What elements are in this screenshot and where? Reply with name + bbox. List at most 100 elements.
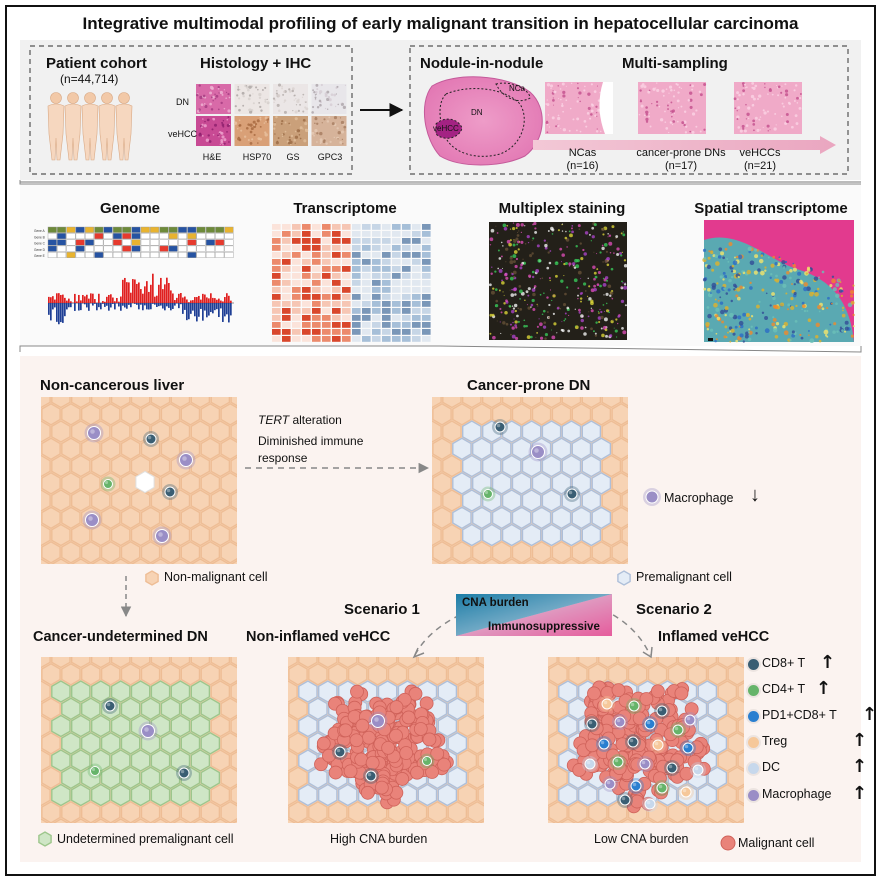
genome-gain-bar: [216, 299, 218, 303]
tissue-cell: [130, 657, 151, 669]
heatmap-cell: [362, 259, 371, 265]
genome-gain-bar: [118, 301, 120, 303]
macrophage-swatch-icon: [645, 490, 659, 504]
genome-loss-bar: [158, 303, 160, 307]
tissue-cell: [100, 766, 121, 790]
genome-gain-bar: [168, 283, 170, 303]
tissue-cell: [230, 422, 237, 441]
genome-gain-bar: [188, 302, 190, 303]
tissue-cell: [707, 662, 728, 686]
heatmap-cell: [302, 238, 311, 244]
tissue-cell: [607, 800, 628, 823]
tissue-cell: [511, 540, 532, 564]
genome-loss-bar: [168, 303, 170, 308]
tissue-cell: [727, 800, 744, 823]
genome-gain-bar: [186, 299, 188, 303]
immune-legend-label: CD8+ T: [762, 656, 806, 670]
heatmap-cell: [402, 231, 411, 237]
tissue-cell: [61, 540, 81, 564]
genome-loss-bar: [136, 303, 138, 305]
tissue-cell: [140, 662, 161, 686]
tissue-cell: [697, 680, 718, 703]
tissue-cell: [230, 525, 237, 545]
genome-cell: [196, 233, 206, 240]
tissue-cell: [607, 662, 628, 686]
heatmap-cell: [322, 287, 331, 293]
tissue-cell: [71, 454, 91, 478]
tissue-cell: [160, 437, 181, 461]
heatmap-cell: [332, 294, 341, 300]
tissue-cell: [190, 523, 211, 547]
tissue-cell: [200, 506, 221, 530]
tissue-cell: [160, 800, 181, 823]
tissue-cell: [482, 454, 502, 478]
heatmap-cell: [292, 245, 301, 251]
heatmap-cell: [282, 329, 291, 335]
tissue-cell: [621, 525, 628, 545]
tissue-cell: [180, 540, 201, 564]
heatmap-cell: [402, 273, 411, 279]
malignant-cell: [674, 686, 689, 701]
tissue-cell: [120, 731, 141, 755]
heatmap-cell: [392, 231, 401, 237]
heatmap-cell: [392, 294, 401, 300]
tissue-cell: [210, 523, 231, 547]
heatmap-cell: [272, 287, 281, 293]
genome-gain-bar: [124, 277, 126, 303]
heatmap-cell: [312, 301, 321, 307]
genome-gain-bar: [84, 296, 86, 303]
genome-cell: [196, 226, 206, 233]
heatmap-cell: [422, 294, 431, 300]
tissue-cell: [61, 402, 81, 426]
transition-text-2: Diminished immune: [258, 434, 364, 448]
cd8-t-cell: [178, 767, 190, 779]
genome-gain-bar: [48, 296, 50, 303]
heatmap-cell: [342, 245, 351, 251]
cohort-title: Patient cohort: [46, 55, 147, 72]
tissue-cell: [110, 657, 131, 669]
heatmap-cell: [422, 280, 431, 286]
genome-gain-bar: [164, 284, 166, 303]
tissue-cell: [230, 456, 237, 476]
malignant-cell: [314, 757, 328, 772]
genome-loss-bar: [178, 303, 180, 309]
tissue-cell: [150, 454, 171, 478]
genome-loss-bar: [74, 303, 76, 311]
heatmap-cell: [312, 259, 321, 265]
scenario-2: Scenario 2: [636, 601, 712, 618]
tissue-cell: [447, 731, 468, 755]
tissue-cell: [308, 697, 328, 721]
state-inflamed: Inflamed veHCC: [658, 629, 770, 645]
heatmap-cell: [372, 322, 381, 328]
tissue-cell: [150, 783, 171, 807]
heatmap-cell: [362, 280, 371, 286]
tissue-cell: [81, 731, 101, 755]
tissue-cell: [491, 471, 512, 495]
heatmap-cell: [292, 252, 301, 258]
tissue-cell: [611, 437, 628, 461]
heatmap-cell: [282, 287, 291, 293]
malignant-cell: [399, 746, 414, 760]
tissue-cell: [230, 560, 237, 564]
tissue-cell: [190, 657, 211, 669]
heatmap-cell: [322, 322, 331, 328]
tissue-cell: [727, 731, 744, 755]
tissue-cell: [120, 402, 141, 426]
tissue-cell: [81, 800, 101, 823]
genome-gain-bar: [138, 282, 140, 303]
tissue-cell: [442, 558, 462, 564]
tissue-cell: [737, 657, 744, 667]
genome-gain-bar: [142, 293, 144, 303]
heatmap-cell: [352, 266, 361, 272]
heatmap-cell: [322, 273, 331, 279]
genome-cell: [140, 226, 150, 233]
sample-label-dns: cancer-prone DNs: [636, 147, 726, 159]
state-non-inflamed: Non-inflamed veHCC: [246, 629, 391, 645]
genome-loss-bar: [140, 303, 142, 305]
genome-cell: [122, 226, 132, 233]
tissue-cell: [687, 800, 708, 823]
genome-cell: [103, 233, 113, 240]
transcriptome-heatmap: [272, 224, 431, 342]
immune-legend-label: DC: [762, 760, 781, 774]
stain-label-gs: GS: [286, 152, 300, 162]
